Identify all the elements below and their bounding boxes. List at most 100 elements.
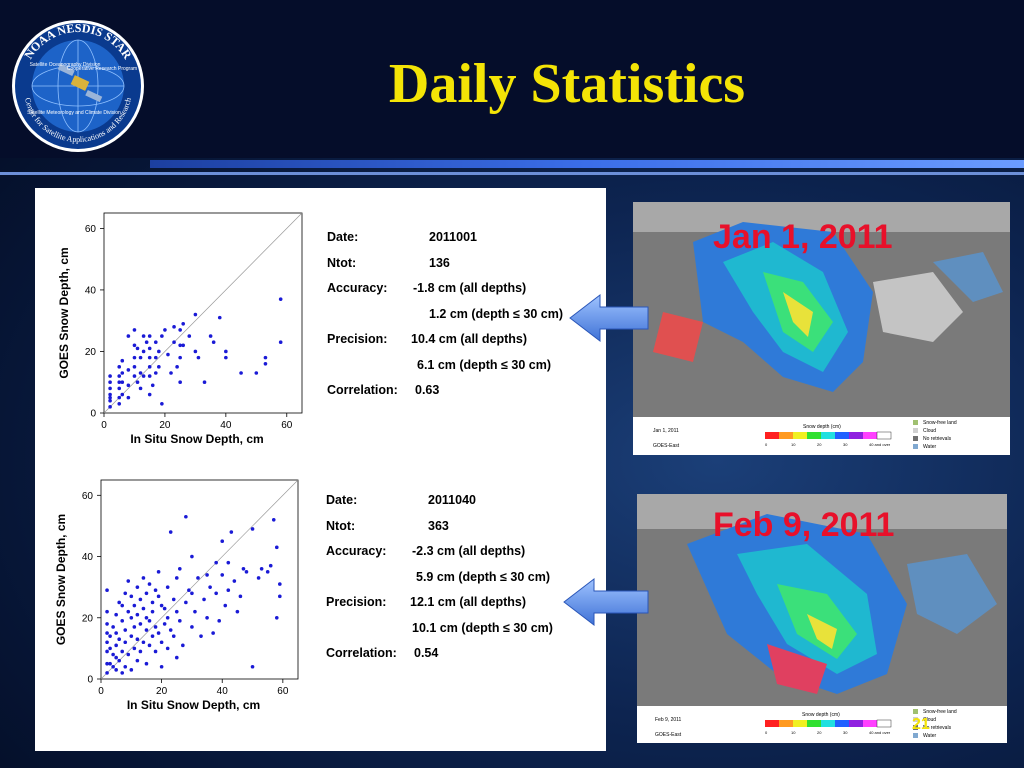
data-point	[165, 646, 170, 651]
stat-row-date: Date: 2011001	[327, 230, 477, 244]
data-point	[147, 365, 152, 369]
data-point	[117, 401, 122, 406]
data-point	[178, 343, 182, 348]
data-point	[138, 386, 143, 391]
data-point	[123, 591, 128, 596]
data-point	[132, 328, 137, 332]
data-point	[181, 321, 185, 326]
colorbar-tick: 10	[791, 442, 796, 447]
data-point	[244, 570, 249, 574]
data-point	[141, 374, 146, 378]
data-point	[165, 585, 170, 589]
x-tick-label: 60	[277, 686, 289, 697]
data-point	[214, 591, 218, 596]
plot-frame	[103, 212, 303, 414]
data-point	[150, 634, 155, 638]
data-point	[120, 671, 125, 675]
data-point	[135, 612, 140, 617]
data-point	[217, 619, 221, 623]
data-point	[114, 655, 118, 660]
data-point	[202, 597, 206, 602]
arrow-left-icon	[563, 577, 649, 627]
data-point	[111, 625, 115, 629]
data-point	[223, 603, 228, 608]
data-point	[114, 643, 118, 648]
data-point	[141, 334, 146, 338]
y-tick-label: 0	[90, 409, 96, 420]
colorbar-tick: 10	[791, 730, 796, 735]
data-point	[144, 591, 149, 596]
data-point	[235, 609, 240, 614]
logo-label-coop: Cooperative Research Program	[67, 66, 137, 72]
data-point	[108, 646, 112, 651]
data-point	[108, 395, 112, 400]
data-point	[238, 594, 243, 599]
y-tick-label: 20	[85, 347, 97, 358]
x-tick-label: 20	[159, 420, 171, 431]
data-point	[175, 365, 179, 369]
y-tick-label: 60	[82, 491, 94, 502]
data-point	[132, 343, 137, 348]
data-point	[153, 340, 158, 345]
data-point	[250, 664, 255, 669]
colorbar-title: Snow depth (cm)	[803, 424, 841, 430]
data-point	[278, 340, 283, 345]
colorbar-tick: 40 and over	[869, 442, 891, 447]
data-point	[120, 371, 125, 375]
one-to-one-line	[103, 212, 303, 414]
x-tick-label: 40	[220, 420, 232, 431]
data-point	[132, 374, 137, 378]
scatter-chart-jan: 0 20 40 60 0 20 40 60 In Situ Snow Depth, cm GOES…	[57, 212, 303, 446]
data-point	[165, 615, 170, 620]
data-point	[132, 625, 137, 629]
data-point	[147, 374, 152, 378]
data-point	[138, 355, 143, 360]
data-point	[153, 649, 158, 654]
data-point	[163, 328, 167, 332]
data-point	[108, 661, 112, 666]
data-point	[144, 661, 149, 666]
data-point	[169, 371, 173, 375]
snow-map-graphic: Jan 1, 2011 GOES-East Snow depth (cm) 0 …	[633, 202, 1010, 455]
data-point	[168, 628, 173, 632]
data-point	[105, 588, 109, 593]
data-point	[278, 582, 282, 586]
data-point	[105, 622, 109, 626]
data-point	[147, 392, 152, 397]
data-point	[120, 358, 125, 363]
stat-row-precision: Precision: 12.1 cm (all depths)	[326, 595, 527, 609]
data-point	[144, 628, 149, 632]
data-point	[141, 640, 146, 645]
data-point	[205, 573, 209, 577]
y-axis-label: GOES Snow Depth, cm	[57, 247, 71, 378]
y-tick-label: 40	[82, 552, 94, 563]
stat-row-precision: Precision: 10.4 cm (all depths)	[327, 332, 528, 346]
data-point	[278, 594, 282, 599]
data-point	[196, 355, 201, 360]
data-point	[184, 600, 188, 605]
data-point	[202, 380, 207, 385]
data-point	[193, 609, 197, 614]
logo-label-met: Satellite Meteorology and Climate Divisi…	[27, 110, 121, 116]
data-point	[226, 588, 231, 593]
data-point	[120, 380, 125, 385]
legend-item: No retrievals	[923, 725, 952, 731]
colorbar-title: Snow depth (cm)	[802, 712, 840, 718]
data-point	[132, 365, 137, 369]
slide-header	[0, 0, 1024, 158]
colorbar-tick: 0	[765, 442, 768, 447]
data-point	[126, 609, 131, 614]
data-point	[147, 582, 152, 586]
data-point	[120, 603, 125, 608]
data-point	[159, 664, 164, 669]
stat-row-accuracy: Accuracy: -1.8 cm (all depths)	[327, 281, 527, 295]
data-point	[129, 634, 134, 638]
data-point	[153, 355, 158, 360]
data-point	[111, 664, 115, 669]
scatter-chart-feb: 0 20 40 60 0 20 40 60 In Situ Snow Depth, cm GOES…	[54, 479, 299, 712]
data-point	[147, 643, 152, 648]
data-point	[135, 346, 140, 351]
data-point	[138, 371, 143, 375]
arrow-left-icon	[569, 293, 649, 343]
data-point	[187, 334, 192, 338]
